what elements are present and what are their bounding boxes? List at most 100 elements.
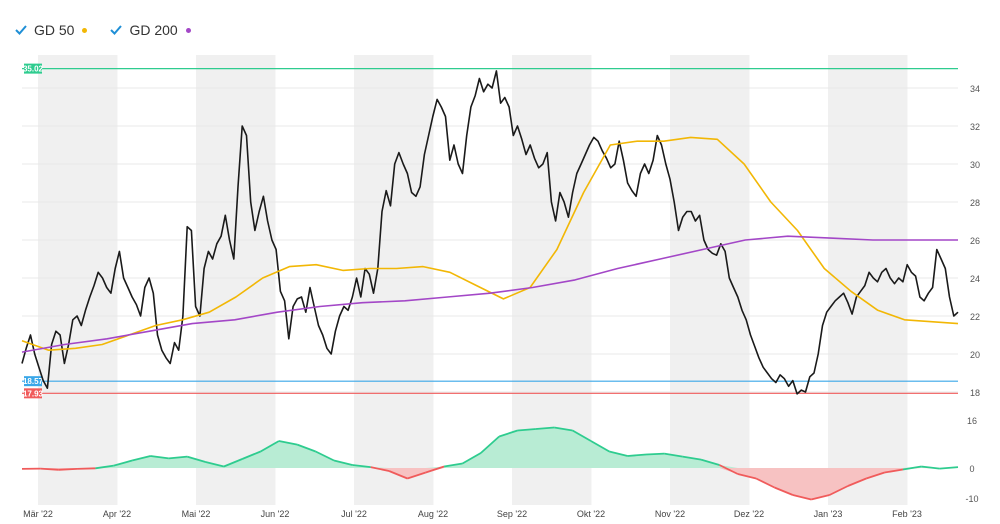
oscillator-segment <box>462 452 482 465</box>
oscillator-segment <box>590 440 610 453</box>
oscillator-segment <box>407 471 427 480</box>
oscillator-segment <box>498 429 518 438</box>
x-tick-label: Jun '22 <box>261 509 290 519</box>
price-line <box>21 70 959 395</box>
oscillator-segment <box>517 428 536 432</box>
level-tag-resistance <box>24 63 42 74</box>
x-tick-label: Mai '22 <box>182 509 211 519</box>
oscillator-segment <box>315 450 335 462</box>
oscillator-segment <box>609 450 628 457</box>
y-tick-label: 22 <box>970 312 980 322</box>
x-tick-label: Dez '22 <box>734 509 764 519</box>
oscillator-segment <box>333 459 353 466</box>
month-band <box>196 55 276 505</box>
x-tick-label: Feb '23 <box>892 509 922 519</box>
oscillator-segment <box>939 466 959 470</box>
legend-label-gd200: GD 200 <box>129 22 178 38</box>
y-tick-label: 28 <box>970 198 980 208</box>
oscillator-segment <box>719 464 739 475</box>
level-label-stop: 17.93 <box>23 389 44 398</box>
oscillator-segment <box>425 465 445 474</box>
oscillator-segment <box>664 452 683 458</box>
osc-tick-label: -10 <box>965 494 978 504</box>
oscillator-segment <box>443 462 463 468</box>
oscillator-segment <box>554 426 573 432</box>
y-tick-label: 26 <box>970 236 980 246</box>
oscillator-segment <box>535 426 555 430</box>
oscillator-negative-area <box>22 468 958 500</box>
y-tick-label: 18 <box>970 388 980 398</box>
level-label-support: 18.57 <box>23 377 44 386</box>
oscillator-segment <box>260 440 280 453</box>
legend-dot-gd50 <box>82 27 88 33</box>
level-tag-support <box>24 376 42 387</box>
month-band <box>38 55 118 505</box>
x-tick-label: Apr '22 <box>103 509 131 519</box>
oscillator-segment <box>700 458 720 466</box>
oscillator-segment <box>296 443 316 453</box>
oscillator-segment <box>737 473 757 480</box>
x-tick-label: Okt '22 <box>577 509 605 519</box>
oscillator-segment <box>205 461 225 468</box>
oscillator-segment <box>792 494 812 501</box>
legend: GD 50 GD 200 <box>14 22 191 38</box>
x-tick-label: Jan '23 <box>814 509 843 519</box>
osc-tick-label: 0 <box>969 464 974 474</box>
y-tick-label: 32 <box>970 122 980 132</box>
y-tick-label: 34 <box>970 84 980 94</box>
checkmark-icon <box>15 25 27 35</box>
oscillator-segment <box>186 455 206 463</box>
gd50-line <box>21 136 959 351</box>
oscillator-segment <box>645 452 665 456</box>
oscillator-segment <box>902 465 922 471</box>
month-band <box>354 55 434 505</box>
y-tick-label: 30 <box>970 160 980 170</box>
oscillator-segment <box>480 435 500 454</box>
oscillator-segment <box>113 459 133 467</box>
legend-dot-gd200 <box>185 27 191 33</box>
osc-tick-label: 16 <box>967 416 977 426</box>
oscillator-segment <box>572 429 592 442</box>
oscillator-segment <box>774 486 794 496</box>
level-label-resistance: 35.02 <box>23 65 44 74</box>
legend-item-gd50[interactable]: GD 50 <box>14 22 88 38</box>
oscillator-segment <box>223 458 243 468</box>
month-band <box>670 55 750 505</box>
x-tick-label: Mär '22 <box>23 509 53 519</box>
oscillator-segment <box>77 467 96 470</box>
oscillator-segment <box>40 467 59 471</box>
oscillator-segment <box>370 466 390 472</box>
oscillator-segment <box>829 485 849 496</box>
oscillator-segment <box>278 440 298 446</box>
oscillator-segment <box>58 468 78 471</box>
oscillator-segment <box>95 464 114 470</box>
oscillator-segment <box>131 455 151 462</box>
oscillator-segment <box>352 464 371 468</box>
month-band <box>828 55 908 505</box>
oscillator-segment <box>847 477 867 487</box>
oscillator-segment <box>168 455 188 460</box>
legend-label-gd50: GD 50 <box>34 22 75 38</box>
oscillator-segment <box>150 455 169 460</box>
oscillator-segment <box>682 455 702 461</box>
oscillator-segment <box>810 494 830 501</box>
x-tick-label: Jul '22 <box>341 509 367 519</box>
oscillator-segment <box>884 468 904 474</box>
legend-item-gd200[interactable]: GD 200 <box>109 22 191 38</box>
oscillator-segment <box>388 470 408 480</box>
x-tick-label: Aug '22 <box>418 509 448 519</box>
level-tag-stop <box>24 388 42 399</box>
oscillator-positive-area <box>22 427 958 468</box>
checkmark-icon <box>110 25 123 35</box>
y-tick-label: 24 <box>970 274 980 284</box>
oscillator-segment <box>627 453 647 457</box>
oscillator-segment <box>755 477 775 489</box>
oscillator-segment <box>921 465 940 470</box>
y-tick-label: 20 <box>970 350 980 360</box>
x-tick-label: Nov '22 <box>655 509 685 519</box>
gd200-line <box>21 235 958 353</box>
oscillator-segment <box>865 471 885 480</box>
x-tick-label: Sep '22 <box>497 509 527 519</box>
oscillator-segment <box>241 450 261 460</box>
